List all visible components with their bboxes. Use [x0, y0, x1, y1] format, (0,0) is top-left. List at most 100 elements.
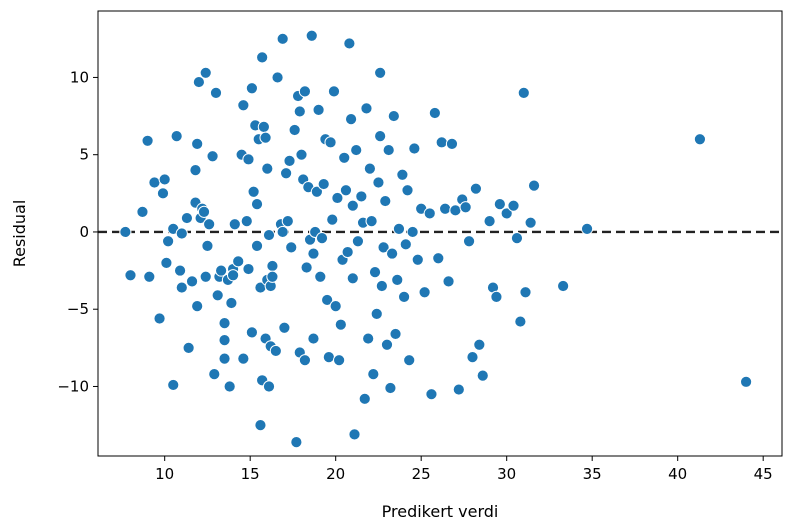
- data-point: [524, 216, 537, 229]
- data-point: [514, 315, 527, 328]
- data-point: [476, 369, 489, 382]
- data-point: [295, 148, 308, 161]
- data-point: [418, 286, 431, 299]
- x-tick-label: 40: [668, 465, 687, 483]
- data-point: [218, 352, 231, 365]
- data-point: [469, 182, 483, 195]
- data-point: [206, 150, 219, 163]
- data-point: [350, 143, 363, 157]
- data-point: [510, 232, 524, 245]
- data-point: [348, 428, 361, 441]
- data-point: [341, 245, 354, 259]
- data-point: [517, 86, 530, 99]
- data-point: [250, 198, 264, 211]
- data-point: [312, 103, 325, 116]
- x-tick-label: 15: [241, 465, 260, 483]
- data-point: [298, 354, 312, 367]
- data-point: [254, 418, 267, 432]
- x-axis-label: Predikert verdi: [382, 502, 499, 521]
- data-point: [119, 225, 132, 239]
- data-point: [218, 317, 231, 330]
- data-point: [423, 207, 436, 220]
- data-point: [442, 275, 455, 288]
- data-point: [310, 185, 323, 198]
- y-tick-label: 10: [70, 68, 89, 86]
- data-point: [223, 380, 236, 393]
- data-point: [170, 130, 183, 143]
- data-point: [693, 133, 707, 146]
- data-point: [237, 352, 250, 365]
- data-point: [266, 259, 279, 273]
- data-point: [403, 354, 416, 367]
- data-point: [452, 383, 465, 396]
- data-point: [363, 162, 376, 175]
- data-point: [387, 109, 400, 123]
- data-point: [370, 307, 383, 320]
- data-point: [148, 176, 161, 189]
- data-point: [329, 300, 342, 313]
- x-tick-label: 10: [155, 465, 174, 483]
- data-point: [490, 290, 503, 303]
- data-point: [218, 334, 231, 347]
- data-point: [276, 32, 289, 45]
- data-point: [382, 143, 395, 157]
- data-point: [384, 381, 397, 395]
- data-point: [180, 211, 194, 225]
- data-point: [278, 321, 291, 334]
- data-point: [228, 218, 241, 231]
- data-point: [380, 338, 394, 351]
- data-point: [261, 162, 274, 175]
- data-point: [281, 215, 294, 228]
- x-tick-label: 45: [754, 465, 773, 483]
- data-point: [338, 151, 351, 164]
- data-point: [156, 187, 170, 200]
- data-point: [411, 253, 424, 266]
- data-point: [141, 134, 154, 147]
- data-point: [158, 173, 171, 186]
- data-point: [215, 264, 228, 277]
- data-point: [344, 113, 358, 126]
- data-point: [160, 256, 173, 269]
- data-point: [269, 344, 282, 358]
- data-point: [326, 213, 339, 226]
- data-point: [339, 184, 353, 197]
- data-point: [406, 225, 419, 239]
- data-point: [245, 82, 258, 95]
- data-point: [327, 85, 341, 98]
- data-point: [445, 137, 459, 150]
- data-point: [276, 225, 289, 239]
- data-point: [237, 99, 250, 112]
- data-point: [189, 164, 202, 177]
- data-point: [288, 123, 301, 137]
- data-point: [315, 232, 329, 245]
- data-point: [439, 202, 452, 215]
- x-tick-label: 30: [497, 465, 516, 483]
- data-point: [285, 241, 298, 254]
- data-point: [153, 312, 166, 325]
- data-point: [389, 327, 402, 341]
- data-point: [208, 368, 221, 381]
- data-point: [372, 176, 385, 189]
- data-point: [143, 270, 156, 283]
- y-tick-label: 0: [79, 223, 89, 241]
- data-point: [298, 85, 312, 98]
- data-point: [290, 435, 303, 449]
- x-tick-label: 35: [583, 465, 602, 483]
- data-point: [374, 66, 387, 79]
- data-point: [203, 218, 216, 231]
- data-point: [425, 388, 438, 401]
- data-point: [473, 338, 486, 351]
- data-point: [262, 380, 276, 393]
- data-point: [527, 179, 541, 192]
- data-point: [259, 131, 272, 144]
- data-point: [462, 235, 476, 248]
- data-point: [262, 228, 276, 242]
- data-point: [232, 255, 245, 268]
- data-point: [226, 269, 240, 282]
- data-point: [459, 201, 472, 214]
- data-point: [256, 51, 269, 64]
- data-point: [136, 205, 149, 218]
- data-point: [242, 262, 255, 276]
- data-point: [334, 318, 347, 331]
- data-point: [343, 37, 356, 50]
